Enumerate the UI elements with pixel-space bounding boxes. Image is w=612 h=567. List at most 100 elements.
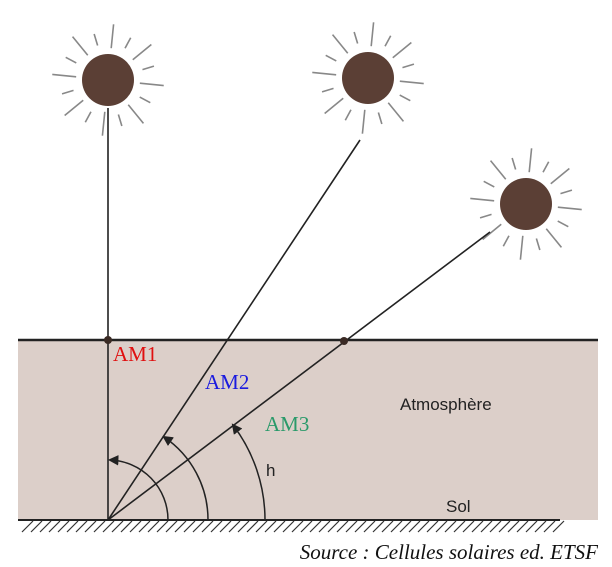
sun-ray xyxy=(388,103,403,122)
hatch-line xyxy=(103,521,114,532)
sun-ray xyxy=(325,98,344,113)
label-ground: Sol xyxy=(446,497,471,516)
sun-ray xyxy=(345,110,351,121)
hatch-line xyxy=(508,521,519,532)
hatch-line xyxy=(76,521,87,532)
hatch-line xyxy=(454,521,465,532)
sun-ray xyxy=(551,169,570,184)
sun-ray xyxy=(543,162,549,173)
ground-hatching xyxy=(22,521,564,532)
hatch-line xyxy=(301,521,312,532)
label-am1: AM1 xyxy=(113,342,157,366)
intersection-dot xyxy=(340,337,348,345)
sun-ray xyxy=(536,238,539,249)
hatch-line xyxy=(175,521,186,532)
sun-ray xyxy=(354,32,357,43)
sun-ray xyxy=(312,72,336,74)
label-atmosphere: Atmosphère xyxy=(400,395,492,414)
hatch-line xyxy=(220,521,231,532)
hatch-line xyxy=(481,521,492,532)
hatch-line xyxy=(256,521,267,532)
sun-ray xyxy=(125,38,131,49)
hatch-line xyxy=(85,521,96,532)
sun-ray xyxy=(558,207,582,209)
sun-ray xyxy=(52,74,76,76)
hatch-line xyxy=(382,521,393,532)
sun-ray xyxy=(385,36,391,47)
sun-ray xyxy=(362,110,364,134)
sun-ray xyxy=(371,22,373,46)
sun-ray xyxy=(140,83,164,85)
sun-ray xyxy=(65,100,84,115)
hatch-line xyxy=(67,521,78,532)
hatch-line xyxy=(544,521,555,532)
hatch-line xyxy=(211,521,222,532)
hatch-line xyxy=(184,521,195,532)
sun-ray xyxy=(133,45,152,60)
sun-ray xyxy=(73,37,88,56)
hatch-line xyxy=(472,521,483,532)
sun-ray xyxy=(62,90,73,93)
sun-ray xyxy=(118,114,121,125)
hatch-line xyxy=(373,521,384,532)
sun-ray xyxy=(402,64,413,67)
label-angle: h xyxy=(266,461,275,480)
label-am2: AM2 xyxy=(205,370,249,394)
hatch-line xyxy=(148,521,159,532)
sun-ray xyxy=(484,181,495,187)
sun-ray xyxy=(503,236,509,247)
label-am3: AM3 xyxy=(265,412,309,436)
hatch-line xyxy=(130,521,141,532)
sun-ray xyxy=(102,112,104,136)
hatch-line xyxy=(202,521,213,532)
sun-ray xyxy=(480,214,491,217)
hatch-line xyxy=(238,521,249,532)
sun-ray xyxy=(558,221,569,227)
sun-ray xyxy=(393,43,412,58)
hatch-line xyxy=(49,521,60,532)
hatch-line xyxy=(463,521,474,532)
intersection-dot xyxy=(104,336,112,344)
hatch-line xyxy=(400,521,411,532)
sun xyxy=(470,148,581,259)
hatch-line xyxy=(229,521,240,532)
source-note: Source : Cellules solaires ed. ETSF xyxy=(300,540,598,564)
hatch-line xyxy=(427,521,438,532)
sun-disk xyxy=(82,54,134,106)
hatch-line xyxy=(58,521,69,532)
sun-ray xyxy=(529,148,531,172)
sun-ray xyxy=(483,224,502,239)
hatch-line xyxy=(310,521,321,532)
hatch-line xyxy=(328,521,339,532)
hatch-line xyxy=(553,521,564,532)
sun-disk xyxy=(342,52,394,104)
hatch-line xyxy=(157,521,168,532)
sun-ray xyxy=(512,158,515,169)
sun-ray xyxy=(491,161,506,180)
sun-ray xyxy=(560,190,571,193)
sun-ray xyxy=(66,57,77,63)
sun-ray xyxy=(128,105,143,124)
sun-ray xyxy=(322,88,333,91)
hatch-line xyxy=(193,521,204,532)
sun xyxy=(312,22,423,133)
hatch-line xyxy=(445,521,456,532)
hatch-line xyxy=(418,521,429,532)
hatch-line xyxy=(121,521,132,532)
hatch-line xyxy=(94,521,105,532)
hatch-line xyxy=(265,521,276,532)
sun-ray xyxy=(400,95,411,101)
sun-ray xyxy=(85,112,91,123)
sun-ray xyxy=(470,198,494,200)
hatch-line xyxy=(40,521,51,532)
sun-ray xyxy=(400,81,424,83)
sun-ray xyxy=(333,35,348,54)
sun-ray xyxy=(111,24,113,48)
hatch-line xyxy=(139,521,150,532)
sun-disk xyxy=(500,178,552,230)
suns xyxy=(52,22,581,259)
hatch-line xyxy=(166,521,177,532)
hatch-line xyxy=(274,521,285,532)
hatch-line xyxy=(22,521,33,532)
hatch-line xyxy=(247,521,258,532)
